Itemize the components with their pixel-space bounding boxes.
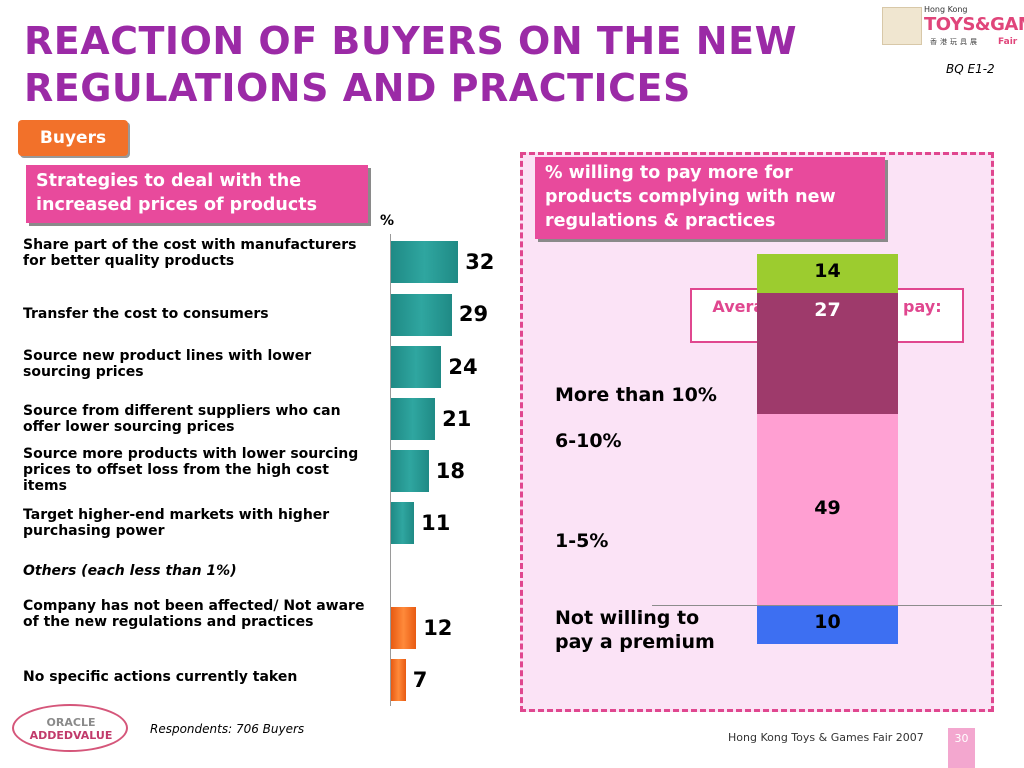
logo-brand-text: TOYS&GAMES [924, 14, 1024, 35]
bar-offset-loss [391, 450, 429, 492]
bar-value-not-affected: 12 [423, 616, 453, 640]
slide-code: BQ E1-2 [946, 62, 995, 76]
bar-share-cost [391, 241, 459, 283]
bar-no-actions [391, 659, 406, 701]
bar-value-new-product-lines: 24 [448, 355, 478, 379]
right-chart-title: % willing to pay more for products compl… [535, 157, 885, 239]
bar-label-no-actions: No specific actions currently taken [23, 669, 298, 685]
bar-label-new-product-lines: Source new product lines with lower sour… [23, 348, 312, 380]
stack-label-1-5: 1-5% [555, 530, 609, 552]
bar-higher-end-markets [391, 502, 415, 544]
stack-value-6-10: 27 [814, 299, 841, 321]
bar-label-higher-end-markets: Target higher-end markets with higher pu… [23, 507, 330, 539]
stack-value-more-than-10: 14 [814, 260, 841, 282]
left-chart-axis [390, 234, 391, 706]
logo-mascot-icon [882, 7, 922, 45]
oracle-logo-text: ORACLE [46, 716, 96, 729]
stack-segment-6-10 [757, 293, 898, 414]
left-chart-unit: % [380, 213, 395, 229]
bar-label-others: Others (each less than 1%) [23, 563, 237, 579]
stack-label-6-10: 6-10% [555, 430, 622, 452]
respondents-note: Respondents: 706 Buyers [150, 722, 305, 736]
logo-chinese-text: 香港玩具展 [930, 38, 980, 46]
stack-value-1-5: 49 [814, 497, 841, 520]
bar-value-share-cost: 32 [465, 250, 495, 274]
stack-segment-not-willing [757, 605, 898, 644]
bar-label-share-cost: Share part of the cost with manufacturer… [23, 237, 357, 269]
logo-fair-text: Fair [998, 37, 1018, 47]
bar-not-affected [391, 607, 417, 649]
stack-label-not-willing: Not willing to pay a premium [555, 607, 715, 653]
bar-value-higher-end-markets: 11 [421, 511, 451, 535]
segment-tab-buyers: Buyers [18, 120, 128, 156]
bar-value-no-actions: 7 [412, 668, 428, 692]
stack-segment-1-5 [757, 413, 898, 605]
stack-label-more-than-10: More than 10% [555, 384, 717, 406]
logo-hk-text: Hong Kong [924, 5, 968, 14]
bar-value-transfer-cost: 29 [458, 302, 489, 326]
footer-text: Hong Kong Toys & Games Fair 2007 [728, 731, 924, 744]
oracle-addedvalue-logo: ORACLE ADDEDVALUE [12, 704, 130, 754]
hk-toys-games-fair-logo: Hong Kong TOYS&GAMES 香港玩具展 Fair [880, 5, 1024, 49]
stack-baseline [652, 605, 1002, 606]
bar-new-product-lines [391, 346, 442, 388]
page-number: 30 [948, 728, 975, 768]
bar-value-offset-loss: 18 [435, 459, 466, 483]
bar-label-transfer-cost: Transfer the cost to consumers [23, 306, 269, 322]
addedvalue-logo-text: ADDEDVALUE [29, 729, 113, 742]
page-title: REACTION OF BUYERS ON THE NEW REGULATION… [24, 19, 797, 110]
bar-value-different-suppliers: 21 [442, 407, 472, 431]
stack-segment-more-than-10 [757, 254, 898, 293]
bar-transfer-cost [391, 294, 452, 336]
bar-label-offset-loss: Source more products with lower sourcing… [23, 446, 359, 494]
logo-ring-icon [12, 704, 128, 752]
bar-different-suppliers [391, 398, 436, 440]
bar-label-not-affected: Company has not been affected/ Not aware… [23, 598, 365, 630]
bar-label-different-suppliers: Source from different suppliers who can … [23, 403, 341, 435]
stack-value-not-willing: 10 [814, 611, 841, 633]
left-chart-title: Strategies to deal with the increased pr… [26, 165, 368, 223]
